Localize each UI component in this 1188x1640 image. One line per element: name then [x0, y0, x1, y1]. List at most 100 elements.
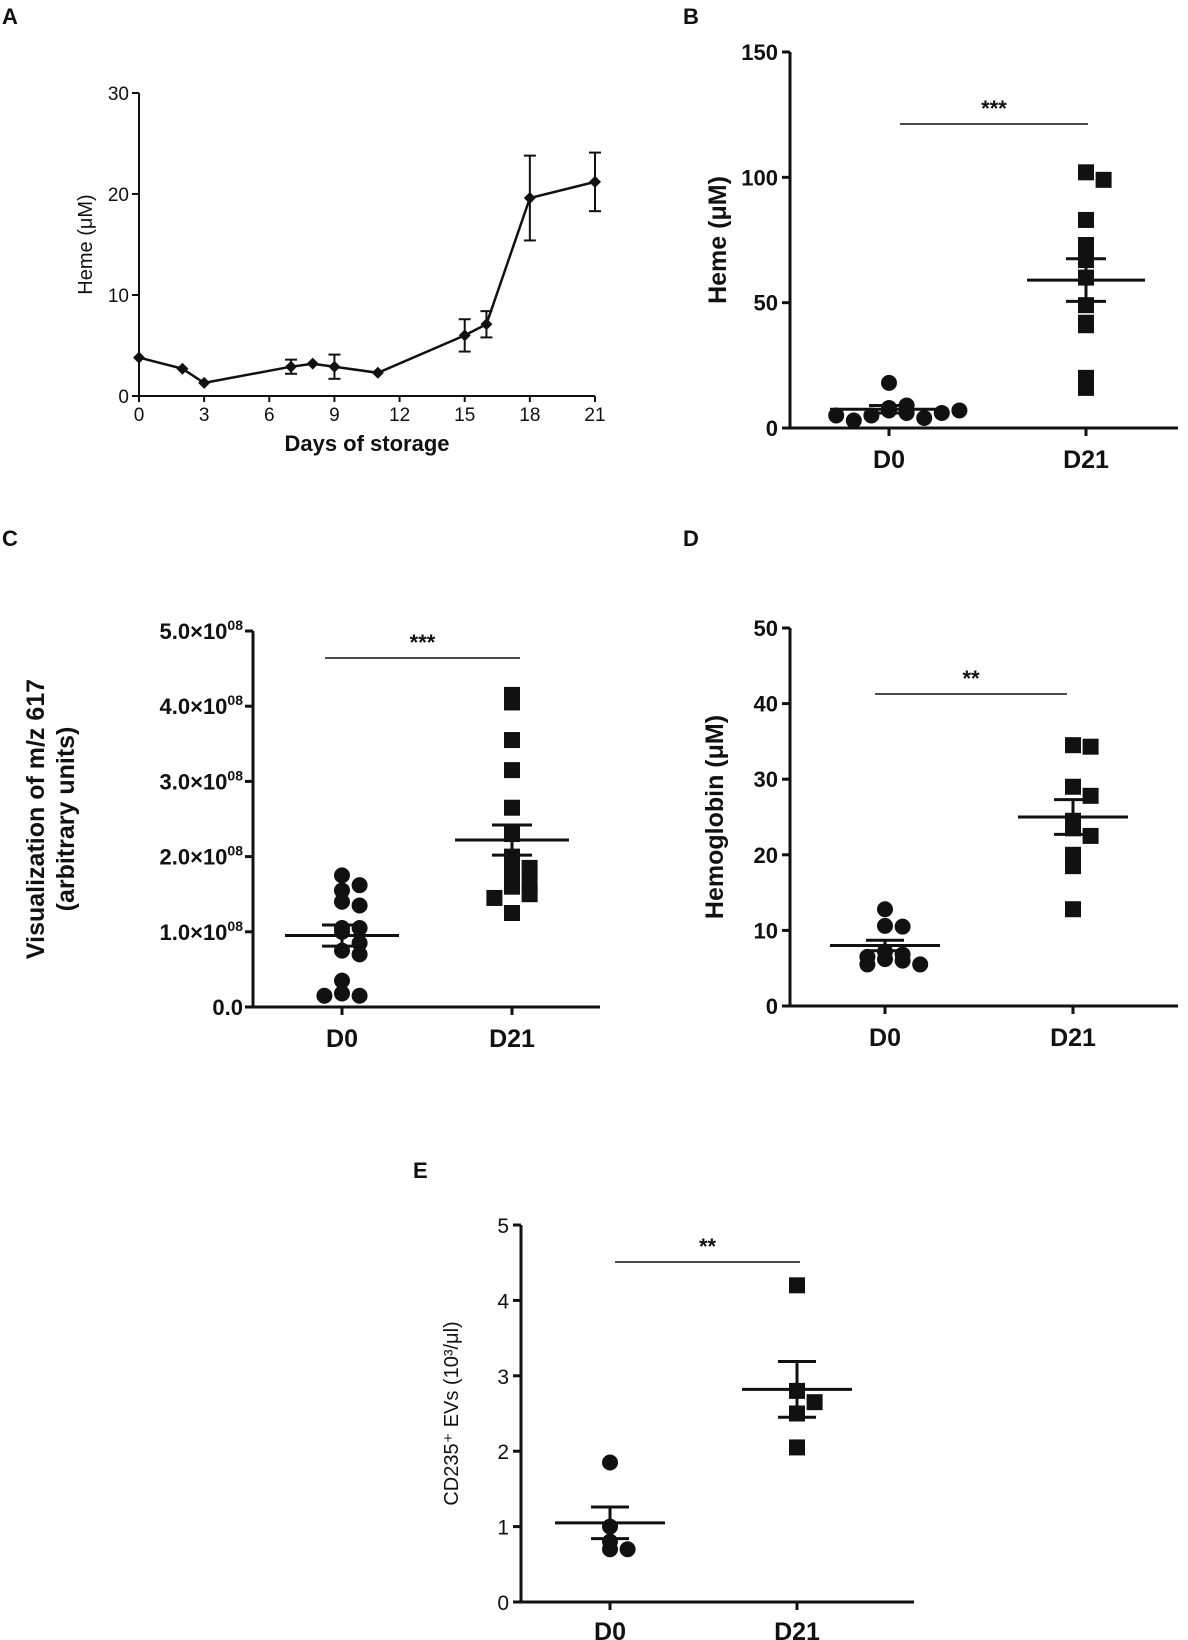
data-point-square: [1065, 901, 1081, 918]
y-tick-label: 0: [118, 387, 129, 408]
data-point-square: [1082, 787, 1099, 804]
data-point-circle: [351, 987, 368, 1004]
data-point-square: [521, 859, 538, 876]
data-point-circle: [912, 956, 929, 973]
data-point-square: [789, 1277, 805, 1294]
data-point: [328, 360, 341, 373]
y-axis-title-units: (arbitrary units): [52, 727, 80, 912]
significance-marker: **: [699, 1234, 717, 1259]
data-point-square: [1078, 237, 1094, 254]
data-point-circle: [351, 946, 368, 963]
y-axis-title: Hemoglobin (μM): [701, 715, 729, 919]
data-point: [371, 366, 384, 379]
panel-label-b: B: [683, 4, 699, 29]
data-point-square: [504, 856, 520, 873]
x-category-label: D21: [489, 1025, 535, 1053]
y-tick-label: 20: [108, 185, 129, 206]
y-tick-label: 0: [766, 994, 778, 1019]
y-tick-label: 5: [497, 1215, 509, 1238]
y-tick-label: 1: [497, 1517, 509, 1540]
data-point: [306, 357, 319, 370]
data-point-square: [1078, 317, 1094, 334]
y-tick-label: 30: [754, 767, 778, 792]
y-tick-label: 100: [741, 165, 778, 190]
panel-e-scatter-chart: 0 1 2 3 4 5 D0 D21 CD235⁺ EVs (10³/μl) **: [441, 1215, 914, 1640]
y-tick-label: 0: [766, 416, 778, 441]
data-point-circle: [877, 951, 893, 968]
x-tick-label: 6: [264, 405, 275, 426]
data-point-square: [1078, 211, 1094, 228]
y-tick-label: 10: [108, 286, 129, 307]
y-axis-title: Visualization of m/z 617: [22, 679, 50, 959]
data-point-circle: [351, 877, 368, 894]
tick-exponent: 08: [227, 918, 243, 934]
data-point-square: [1065, 858, 1081, 875]
y-axis-title: Heme (μM): [75, 194, 97, 294]
data-point-circle: [351, 897, 368, 914]
y-tick-label: 2: [497, 1441, 509, 1464]
y-tick-label: 3.0×1008: [160, 767, 244, 794]
data-point-circle: [334, 893, 350, 910]
data-point-circle: [916, 409, 933, 426]
panel-label-e: E: [413, 1158, 428, 1183]
data-point-circle: [894, 918, 911, 935]
data-point-circle: [334, 985, 350, 1002]
data-point: [589, 175, 601, 188]
data-point: [285, 360, 297, 373]
data-point-square: [504, 905, 520, 921]
data-point-square: [504, 762, 520, 779]
data-point-square: [504, 694, 520, 711]
y-tick-label: 2.0×1008: [160, 843, 244, 870]
significance-marker: **: [962, 666, 980, 691]
panel-d-scatter-chart: 0 10 20 30 40 50 D0 D21 Hemoglobin (μM) **: [701, 616, 1178, 1052]
data-point-square: [1078, 379, 1094, 396]
y-tick-label: 4.0×1008: [160, 692, 244, 719]
significance-marker: ***: [981, 96, 1007, 121]
y-tick-label: 1.0×1008: [160, 918, 244, 945]
data-point-circle: [334, 972, 350, 989]
panel-label-d: D: [683, 526, 699, 551]
x-category-label: D21: [774, 1618, 820, 1640]
data-point: [198, 376, 211, 389]
data-point-square: [1082, 738, 1099, 755]
x-tick-label: 21: [584, 405, 605, 426]
x-tick-label: 18: [519, 405, 540, 426]
y-tick-label: 0.0: [212, 995, 243, 1020]
data-point-circle: [877, 901, 893, 918]
data-point-circle: [859, 956, 876, 973]
data-point-square: [1065, 778, 1081, 795]
y-tick-label: 50: [754, 291, 778, 316]
tick-exponent: 08: [227, 692, 243, 708]
data-point-square: [486, 889, 503, 906]
data-point-circle: [828, 407, 845, 424]
tick-exponent: 08: [227, 843, 243, 859]
data-point-square: [806, 1394, 823, 1411]
data-point: [480, 318, 493, 331]
y-tick-label: 50: [754, 616, 778, 641]
y-tick-label: 10: [754, 918, 778, 943]
panel-label-a: A: [2, 4, 18, 29]
panel-b-scatter-chart: 0 50 100 150 D0 D21 Heme (μM) ***: [704, 40, 1178, 474]
panel-a-line-chart: 0 10 20 30 0 3 6 9 12 15 18 21 Days of storage Heme (…: [75, 84, 606, 456]
y-tick-label: 40: [754, 692, 778, 717]
data-point: [133, 351, 145, 364]
data-point: [176, 362, 189, 375]
x-tick-label: 3: [199, 405, 210, 426]
data-point-circle: [334, 882, 350, 899]
data-point-circle: [845, 412, 862, 429]
series-line: [138, 180, 596, 385]
data-point-square: [521, 886, 538, 903]
x-category-label: D0: [873, 446, 905, 474]
x-category-label: D0: [869, 1024, 901, 1052]
y-tick-label: 0: [497, 1592, 509, 1615]
x-tick-label: 9: [329, 405, 340, 426]
data-point-square: [504, 799, 520, 816]
data-point-circle: [619, 1541, 636, 1558]
data-point-square: [789, 1439, 805, 1456]
panel-c-scatter-chart: 0.0 1.0×1008 2.0×1008 3.0×1008 4.0×1008 5.0×1…: [22, 617, 600, 1053]
y-tick-label: 30: [108, 84, 129, 105]
x-category-label: D21: [1063, 446, 1109, 474]
x-category-label: D0: [326, 1025, 358, 1053]
significance-marker: ***: [410, 630, 436, 655]
